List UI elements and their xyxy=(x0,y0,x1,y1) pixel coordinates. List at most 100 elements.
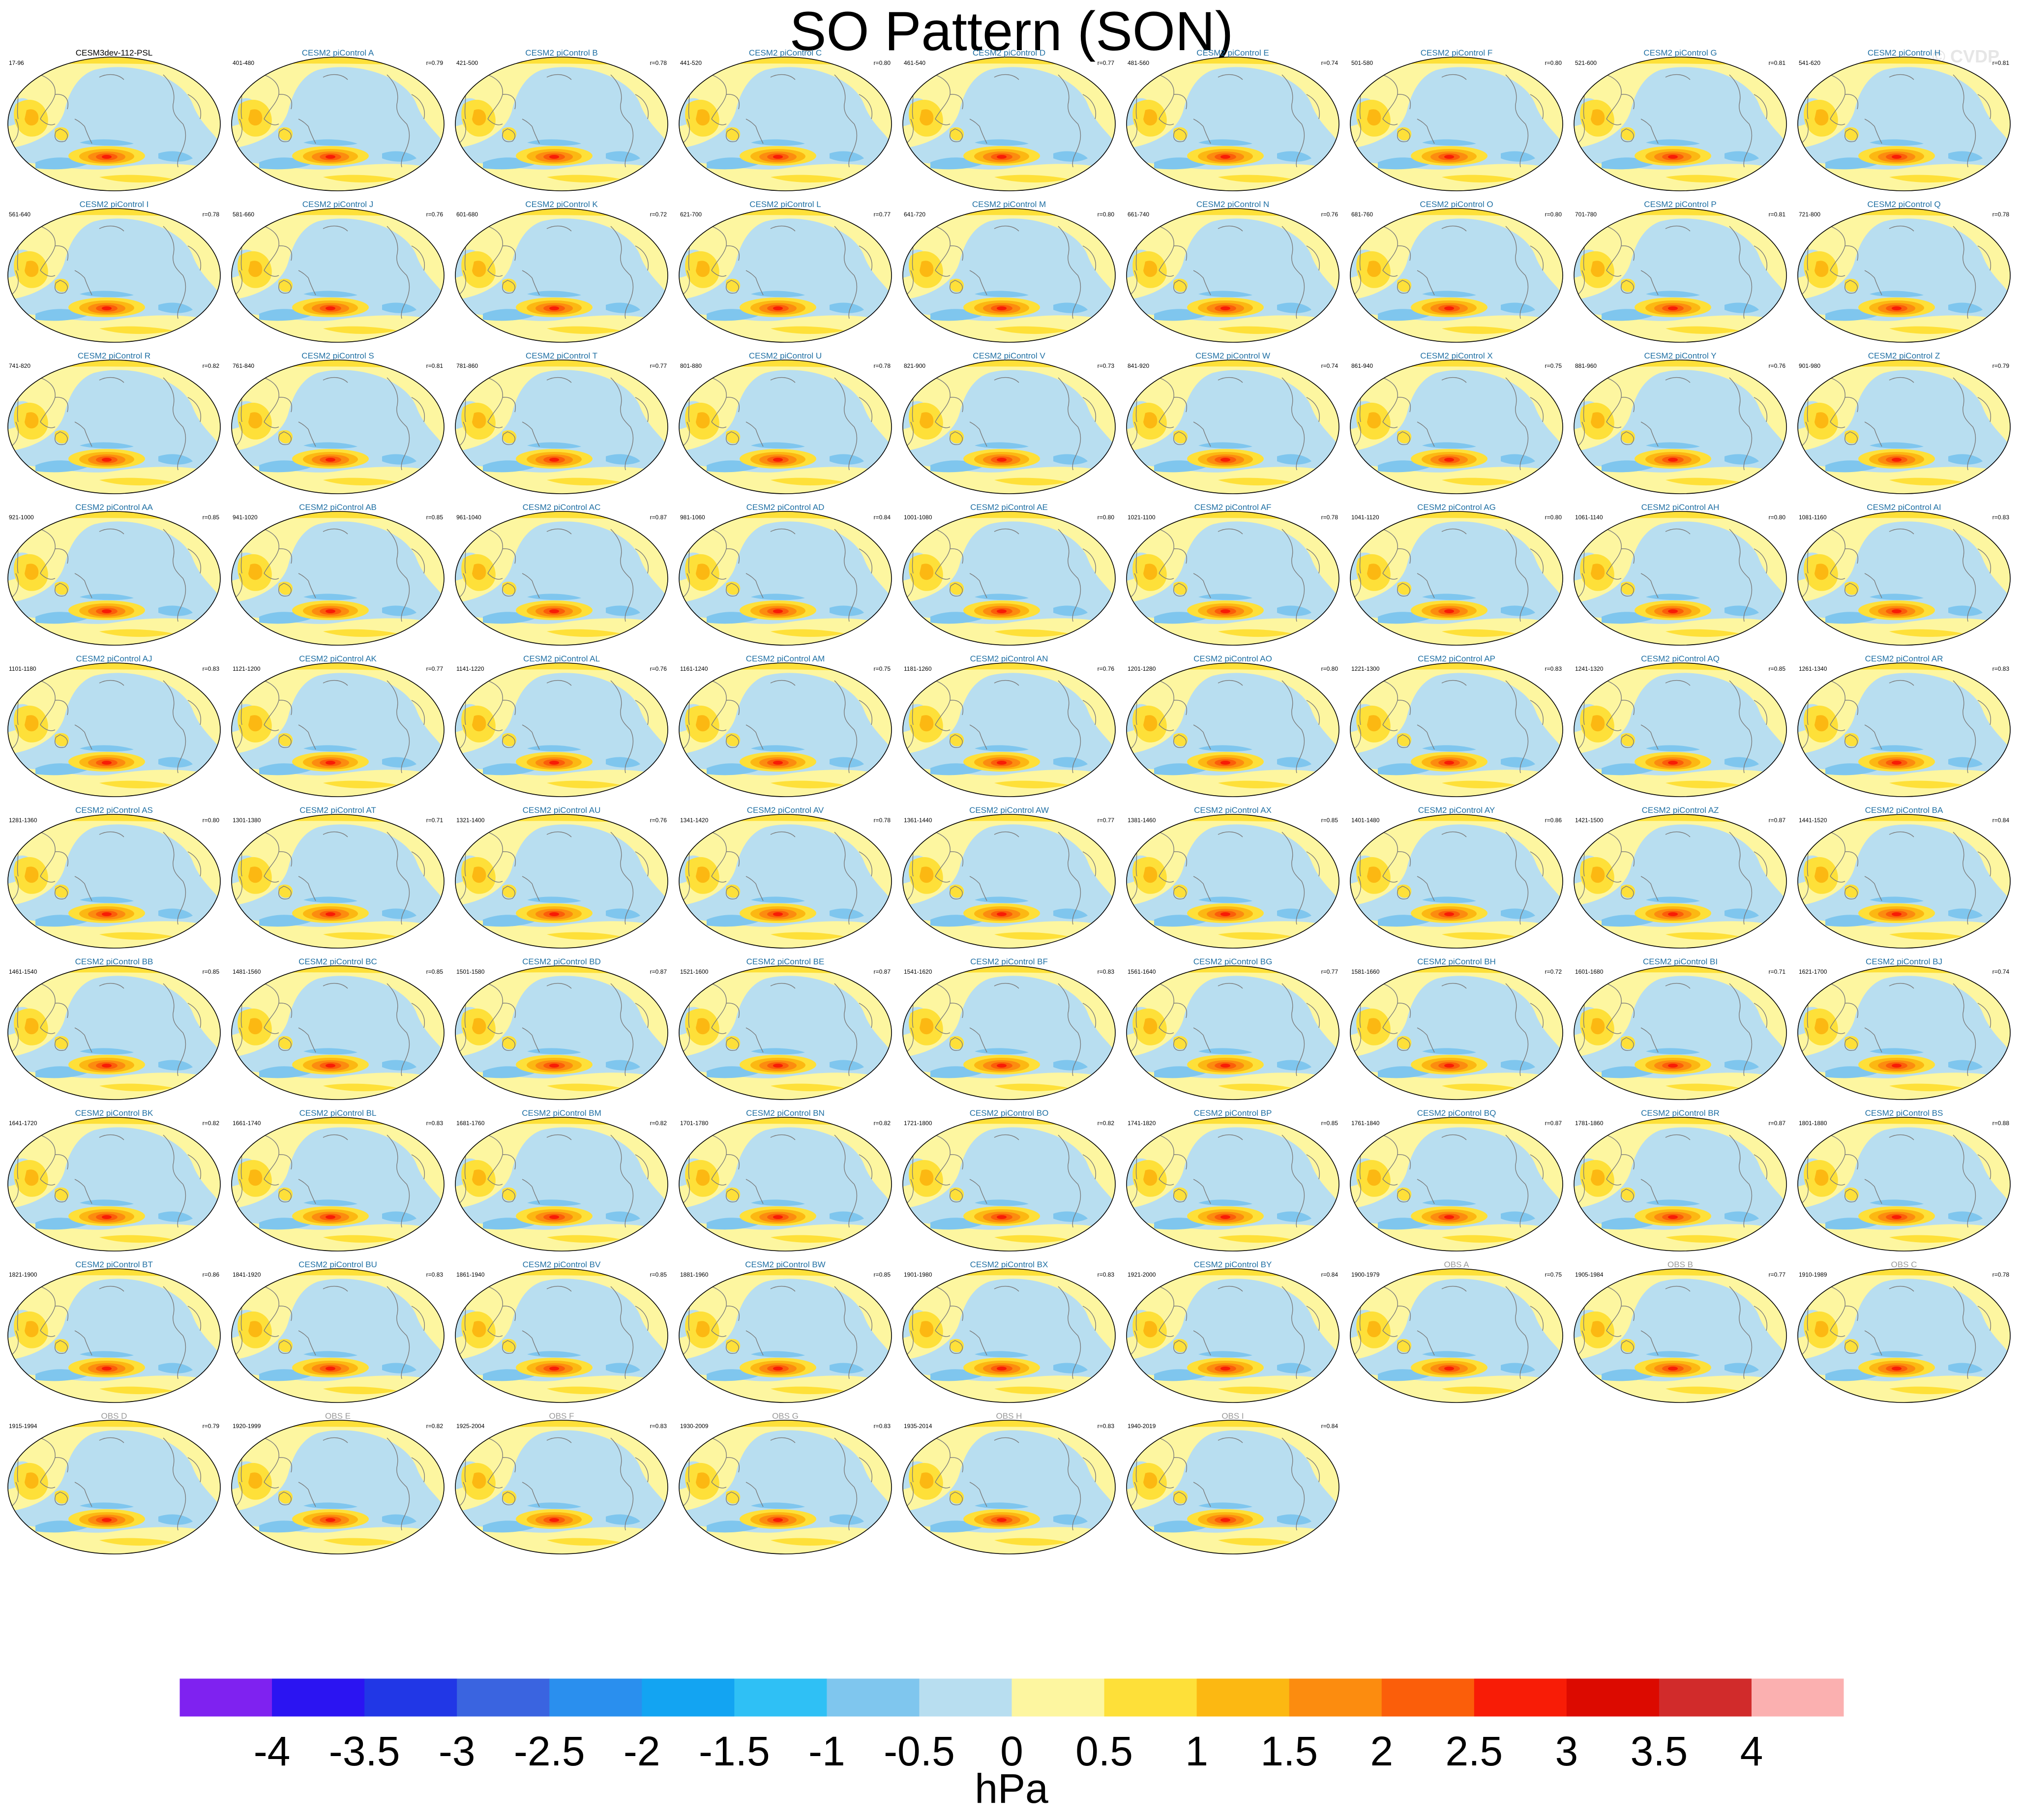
panel-pattern-correlation: r=0.86 xyxy=(203,1271,220,1278)
panel-year-range: 1381-1460 xyxy=(1128,817,1156,824)
pressure-anomaly-map xyxy=(455,663,668,797)
panel-title: CESM2 piControl AS xyxy=(75,806,153,815)
map-panel: CESM2 piControl W 841-920 r=0.74 xyxy=(1127,351,1339,494)
map-panel: CESM2 piControl BG 1561-1640 r=0.77 xyxy=(1127,957,1339,1100)
panel-title: CESM2 piControl N xyxy=(1196,200,1269,209)
map-panel: CESM2 piControl AW 1361-1440 r=0.77 xyxy=(903,806,1115,948)
panel-pattern-correlation: r=0.77 xyxy=(874,211,891,218)
panel-title: CESM2 piControl BE xyxy=(746,957,825,966)
panel-title: CESM2 piControl J xyxy=(302,200,374,209)
pressure-anomaly-map xyxy=(1798,1269,2010,1402)
panel-title: CESM2 piControl M xyxy=(972,200,1046,209)
colorbar-swatch xyxy=(549,1678,642,1717)
panel-title: CESM2 piControl AI xyxy=(1867,503,1941,512)
panel-title: CESM2 piControl BS xyxy=(1865,1108,1943,1118)
panel-pattern-correlation: r=0.80 xyxy=(1098,211,1115,218)
pressure-anomaly-map xyxy=(232,511,444,645)
panel-year-range: 841-920 xyxy=(1128,362,1149,369)
map-panel: CESM2 piControl AX 1381-1460 r=0.85 xyxy=(1127,806,1339,948)
panel-year-range: 1301-1380 xyxy=(233,817,261,824)
panel-pattern-correlation: r=0.82 xyxy=(1098,1120,1115,1127)
panel-pattern-correlation: r=0.77 xyxy=(1098,817,1115,824)
pressure-anomaly-map xyxy=(1574,57,1786,191)
panel-title: CESM2 piControl Z xyxy=(1868,351,1940,360)
panel-title: CESM2 piControl AY xyxy=(1418,806,1495,815)
pressure-anomaly-map xyxy=(455,57,668,191)
map-panel: OBS C 1910-1989 r=0.78 xyxy=(1798,1260,2010,1402)
panel-title: CESM2 piControl BI xyxy=(1643,957,1718,966)
panel-title: CESM2 piControl BL xyxy=(299,1108,377,1118)
pressure-anomaly-map xyxy=(1798,511,2010,645)
panel-year-range: 1940-2019 xyxy=(1128,1423,1156,1430)
panel-title: CESM2 piControl AJ xyxy=(76,654,152,663)
map-panel: CESM2 piControl AO 1201-1280 r=0.80 xyxy=(1127,654,1339,797)
panel-title: CESM2 piControl AB xyxy=(299,503,377,512)
panel-year-range: 681-760 xyxy=(1351,211,1373,218)
panel-pattern-correlation: r=0.78 xyxy=(1993,1271,2010,1278)
panel-pattern-correlation: r=0.76 xyxy=(650,665,667,672)
panel-year-range: 621-700 xyxy=(680,211,702,218)
panel-title: CESM2 piControl F xyxy=(1421,48,1492,58)
panel-year-range: 1581-1660 xyxy=(1351,968,1380,975)
pressure-anomaly-map xyxy=(1574,1117,1786,1251)
panel-title: CESM2 piControl L xyxy=(749,200,821,209)
panel-title: CESM2 piControl BK xyxy=(75,1108,153,1118)
map-panel: CESM2 piControl K 601-680 r=0.72 xyxy=(455,200,668,342)
panel-title: CESM2 piControl BA xyxy=(1865,806,1943,815)
panel-year-range: 1081-1160 xyxy=(1799,514,1827,521)
map-panel: OBS A 1900-1979 r=0.75 xyxy=(1350,1260,1563,1402)
map-panel: CESM2 piControl U 801-880 r=0.78 xyxy=(679,351,892,494)
panel-pattern-correlation: r=0.80 xyxy=(1545,514,1562,521)
panel-title: CESM3dev-112-PSL xyxy=(76,48,153,58)
panel-title: CESM2 piControl AV xyxy=(747,806,824,815)
panel-pattern-correlation: r=0.75 xyxy=(874,665,891,672)
panel-year-range: 901-980 xyxy=(1799,362,1820,369)
pressure-anomaly-map xyxy=(1350,1117,1563,1251)
pressure-anomaly-map xyxy=(1127,966,1339,1100)
pressure-anomaly-map xyxy=(1127,663,1339,797)
pressure-anomaly-map xyxy=(8,814,220,948)
panel-pattern-correlation: r=0.85 xyxy=(1321,817,1339,824)
pressure-anomaly-map xyxy=(1798,966,2010,1100)
pressure-anomaly-map xyxy=(232,814,444,948)
panel-year-range: 861-940 xyxy=(1351,362,1373,369)
map-panel: CESM2 piControl AR 1261-1340 r=0.83 xyxy=(1798,654,2010,797)
panel-pattern-correlation: r=0.83 xyxy=(1098,1423,1115,1430)
panel-pattern-correlation: r=0.85 xyxy=(650,1271,667,1278)
panel-title: CESM2 piControl P xyxy=(1644,200,1716,209)
map-panel: CESM2 piControl AL 1141-1220 r=0.76 xyxy=(455,654,668,797)
colorbar-swatch xyxy=(1289,1678,1382,1717)
pressure-anomaly-map xyxy=(679,209,892,342)
panel-pattern-correlation: r=0.74 xyxy=(1321,362,1339,369)
map-panel: CESM2 piControl C 441-520 r=0.80 xyxy=(679,48,892,191)
panel-year-range: 1841-1920 xyxy=(233,1271,261,1278)
panel-title: CESM2 piControl T xyxy=(526,351,597,360)
map-panel: CESM2 piControl BB 1461-1540 r=0.85 xyxy=(8,957,220,1100)
panel-title: CESM2 piControl BR xyxy=(1641,1108,1720,1118)
panel-year-range: 1861-1940 xyxy=(456,1271,485,1278)
panel-year-range: 1021-1100 xyxy=(1128,514,1156,521)
panel-pattern-correlation: r=0.71 xyxy=(1769,968,1786,975)
colorbar-tick-label: 1 xyxy=(1185,1728,1208,1774)
colorbar-tick-label: 2.5 xyxy=(1445,1728,1503,1774)
panel-year-range: 941-1020 xyxy=(233,514,258,521)
panel-title: CESM2 piControl AZ xyxy=(1642,806,1719,815)
colorbar-swatch xyxy=(1104,1678,1197,1717)
map-panel: CESM2 piControl AH 1061-1140 r=0.80 xyxy=(1574,503,1786,645)
pressure-anomaly-map xyxy=(455,966,668,1100)
panel-title: CESM2 piControl V xyxy=(973,351,1045,360)
panel-year-range: 441-520 xyxy=(680,60,702,66)
pressure-anomaly-map xyxy=(679,57,892,191)
pressure-anomaly-map xyxy=(1127,1420,1339,1554)
pressure-anomaly-map xyxy=(1127,511,1339,645)
panel-pattern-correlation: r=0.83 xyxy=(203,665,220,672)
panel-pattern-correlation: r=0.87 xyxy=(1545,1120,1562,1127)
map-panel: OBS H 1935-2014 r=0.83 xyxy=(903,1411,1115,1554)
panel-title: CESM2 piControl AU xyxy=(523,806,601,815)
panel-pattern-correlation: r=0.81 xyxy=(1769,60,1786,66)
panel-year-range: 1601-1680 xyxy=(1575,968,1604,975)
panel-year-range: 1101-1180 xyxy=(9,665,36,672)
panel-year-range: 601-680 xyxy=(456,211,478,218)
pressure-anomaly-map xyxy=(1574,966,1786,1100)
panel-year-range: 1001-1080 xyxy=(904,514,932,521)
